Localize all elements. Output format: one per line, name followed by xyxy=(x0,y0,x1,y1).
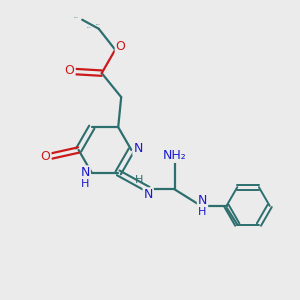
Text: O: O xyxy=(65,64,74,76)
Text: N: N xyxy=(80,167,90,179)
Text: H: H xyxy=(198,208,207,218)
Text: H: H xyxy=(81,179,89,189)
Text: methyl: methyl xyxy=(87,27,92,28)
Text: N: N xyxy=(198,194,207,207)
Text: N: N xyxy=(143,188,153,201)
Text: O: O xyxy=(116,40,125,53)
Text: NH₂: NH₂ xyxy=(163,149,187,162)
Text: methyl: methyl xyxy=(74,17,79,18)
Text: N: N xyxy=(133,142,143,155)
Text: H: H xyxy=(135,175,143,185)
Text: methyl: methyl xyxy=(96,24,100,25)
Text: O: O xyxy=(41,149,50,163)
